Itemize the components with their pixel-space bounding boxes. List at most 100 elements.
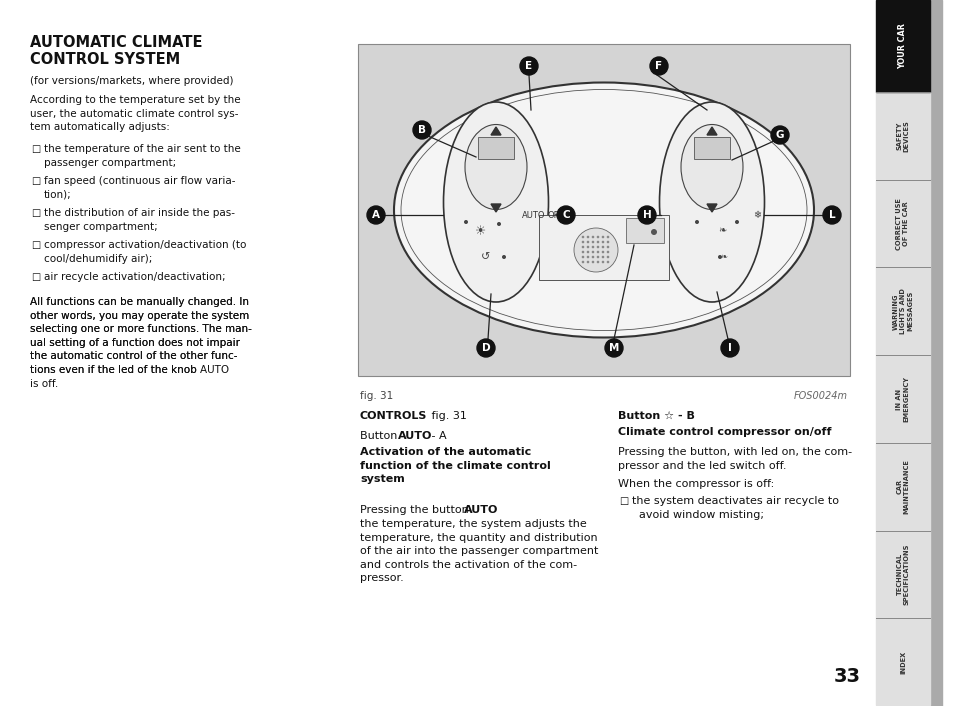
Circle shape xyxy=(574,228,618,272)
Text: INDEX: INDEX xyxy=(899,650,905,674)
Text: WARNING
LIGHTS AND
MESSAGES: WARNING LIGHTS AND MESSAGES xyxy=(892,288,912,334)
Bar xyxy=(625,218,663,243)
Text: According to the temperature set by the
user, the automatic climate control sys-: According to the temperature set by the … xyxy=(30,95,240,132)
Bar xyxy=(357,44,849,376)
Text: All functions can be manually changed. In
other words, you may operate the syste: All functions can be manually changed. I… xyxy=(30,297,252,375)
Text: CAR
MAINTENANCE: CAR MAINTENANCE xyxy=(896,460,908,514)
Circle shape xyxy=(581,246,583,249)
Text: OFF: OFF xyxy=(547,210,563,220)
Circle shape xyxy=(596,236,598,239)
Text: L: L xyxy=(828,210,835,220)
Text: the temperature of the air sent to the
passenger compartment;: the temperature of the air sent to the p… xyxy=(44,144,240,167)
Bar xyxy=(875,355,929,443)
Circle shape xyxy=(586,251,589,253)
Circle shape xyxy=(581,251,583,253)
Ellipse shape xyxy=(394,83,813,337)
Circle shape xyxy=(650,229,657,235)
Text: fan speed (continuous air flow varia-
tion);: fan speed (continuous air flow varia- ti… xyxy=(44,176,235,200)
Circle shape xyxy=(596,256,598,258)
Circle shape xyxy=(695,220,699,224)
Circle shape xyxy=(601,236,603,239)
Circle shape xyxy=(591,241,594,244)
Bar xyxy=(538,215,668,280)
Circle shape xyxy=(586,241,589,244)
Text: fig. 31: fig. 31 xyxy=(428,411,466,421)
Text: Pressing the button: Pressing the button xyxy=(359,505,472,515)
Text: YOUR CAR: YOUR CAR xyxy=(898,23,906,69)
Text: the distribution of air inside the pas-
senger compartment;: the distribution of air inside the pas- … xyxy=(44,208,234,232)
Circle shape xyxy=(566,213,571,217)
Circle shape xyxy=(606,246,609,249)
Text: fig. 31: fig. 31 xyxy=(359,391,393,401)
Text: compressor activation/deactivation (to
cool/dehumidify air);: compressor activation/deactivation (to c… xyxy=(44,240,246,263)
Bar xyxy=(477,137,514,159)
Text: A: A xyxy=(372,210,379,220)
Circle shape xyxy=(557,206,575,224)
Text: □: □ xyxy=(30,176,40,186)
Circle shape xyxy=(649,57,667,75)
Text: CONTROL SYSTEM: CONTROL SYSTEM xyxy=(30,52,180,67)
Circle shape xyxy=(591,251,594,253)
Polygon shape xyxy=(706,127,717,135)
Bar xyxy=(693,137,729,159)
Text: CONTROLS: CONTROLS xyxy=(359,411,427,421)
Circle shape xyxy=(591,261,594,263)
Text: ❧: ❧ xyxy=(720,253,727,261)
Circle shape xyxy=(606,251,609,253)
Circle shape xyxy=(718,255,721,259)
Circle shape xyxy=(586,236,589,239)
Text: □: □ xyxy=(618,496,628,506)
Circle shape xyxy=(596,241,598,244)
Circle shape xyxy=(581,241,583,244)
Circle shape xyxy=(413,121,431,139)
Circle shape xyxy=(591,256,594,258)
Text: 33: 33 xyxy=(833,667,861,686)
Circle shape xyxy=(586,256,589,258)
Text: M: M xyxy=(608,343,618,353)
Circle shape xyxy=(822,206,841,224)
Bar xyxy=(875,268,929,354)
Text: □: □ xyxy=(30,240,40,250)
Text: the temperature, the system adjusts the
temperature, the quantity and distributi: the temperature, the system adjusts the … xyxy=(359,519,598,583)
Bar xyxy=(465,217,525,272)
Text: air recycle activation/deactivation;: air recycle activation/deactivation; xyxy=(44,272,226,282)
Circle shape xyxy=(596,251,598,253)
Bar xyxy=(875,618,929,705)
Circle shape xyxy=(770,126,788,144)
Text: Activation of the automatic
function of the climate control
system: Activation of the automatic function of … xyxy=(359,447,550,484)
Text: ↺: ↺ xyxy=(481,252,490,262)
Circle shape xyxy=(581,261,583,263)
Text: Climate control compressor on/off: Climate control compressor on/off xyxy=(618,427,831,437)
Text: the system deactivates air recycle to
  avoid window misting;: the system deactivates air recycle to av… xyxy=(631,496,838,520)
Text: Button ☆ - B: Button ☆ - B xyxy=(618,411,694,421)
Circle shape xyxy=(501,255,505,259)
Text: ❄: ❄ xyxy=(752,210,760,220)
Polygon shape xyxy=(706,204,717,212)
Text: Button: Button xyxy=(359,431,400,441)
Circle shape xyxy=(601,246,603,249)
Bar xyxy=(875,443,929,530)
Text: H: H xyxy=(642,210,651,220)
Circle shape xyxy=(601,256,603,258)
Circle shape xyxy=(720,339,739,357)
Circle shape xyxy=(606,261,609,263)
Text: (for versions/markets, where provided): (for versions/markets, where provided) xyxy=(30,76,233,86)
Text: □: □ xyxy=(30,144,40,154)
Ellipse shape xyxy=(464,124,526,210)
Circle shape xyxy=(734,220,739,224)
Text: FOS0024m: FOS0024m xyxy=(793,391,847,401)
Circle shape xyxy=(367,206,385,224)
Text: AUTO: AUTO xyxy=(463,505,497,515)
Circle shape xyxy=(596,261,598,263)
Circle shape xyxy=(638,206,656,224)
Circle shape xyxy=(497,222,500,226)
Text: □: □ xyxy=(30,208,40,218)
Circle shape xyxy=(581,236,583,239)
Text: D: D xyxy=(481,343,490,353)
Circle shape xyxy=(601,261,603,263)
Text: SAFETY
DEVICES: SAFETY DEVICES xyxy=(896,120,908,152)
Text: C: C xyxy=(561,210,569,220)
Text: ☀: ☀ xyxy=(475,225,486,239)
Circle shape xyxy=(606,241,609,244)
Circle shape xyxy=(606,236,609,239)
